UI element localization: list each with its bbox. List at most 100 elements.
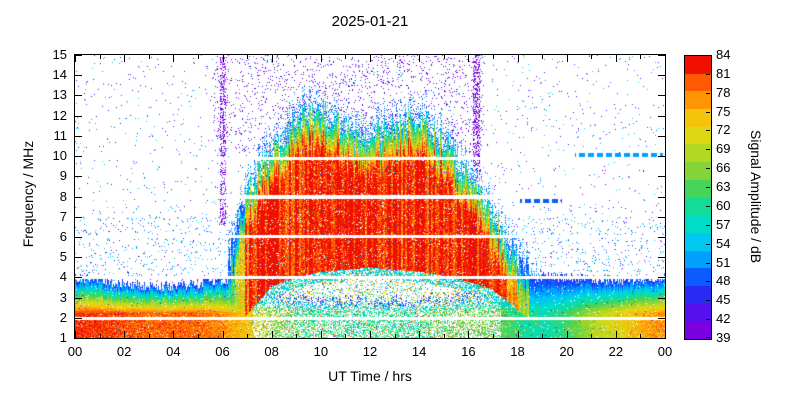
x-tick-label: 00 bbox=[657, 344, 673, 359]
colorbar-tick-mark bbox=[706, 300, 710, 302]
y-tick-mark bbox=[658, 176, 665, 178]
x-tick-mark bbox=[419, 55, 421, 62]
colorbar-segment bbox=[685, 250, 711, 269]
y-tick-label: 10 bbox=[52, 148, 67, 164]
x-tick-mark bbox=[271, 331, 273, 338]
colorbar-tick-mark bbox=[706, 205, 710, 207]
colorbar-tick-mark bbox=[706, 111, 710, 113]
colorbar-tick-label: 42 bbox=[716, 311, 731, 327]
colorbar-segment bbox=[685, 91, 711, 110]
x-minor-tick-mark bbox=[148, 55, 150, 59]
x-tick-mark bbox=[370, 55, 371, 62]
colorbar-tick-label: 81 bbox=[716, 65, 731, 81]
colorbar-tick-mark bbox=[706, 130, 710, 132]
colorbar-tick-label: 45 bbox=[716, 292, 731, 308]
x-tick-label: 12 bbox=[362, 344, 378, 359]
y-tick-mark bbox=[658, 338, 665, 339]
x-tick-mark bbox=[75, 331, 76, 338]
colorbar-tick-mark bbox=[706, 168, 710, 170]
x-tick-mark bbox=[615, 331, 617, 338]
y-tick-label: 2 bbox=[59, 309, 67, 325]
x-minor-tick-mark bbox=[247, 55, 249, 59]
y-axis-label: Frequency / MHz bbox=[20, 140, 36, 248]
y-tick-mark bbox=[75, 297, 82, 299]
y-tick-label: 6 bbox=[59, 228, 67, 244]
x-tick-label: 04 bbox=[166, 344, 181, 359]
colorbar-segment bbox=[685, 303, 711, 322]
colorbar-segment bbox=[685, 179, 711, 198]
colorbar-tick-label: 60 bbox=[716, 197, 731, 213]
colorbar-tick-label: 78 bbox=[716, 84, 731, 100]
x-tick-label: 02 bbox=[116, 344, 132, 359]
x-tick-mark bbox=[173, 55, 175, 62]
x-minor-tick-mark bbox=[345, 55, 347, 59]
x-tick-mark bbox=[222, 55, 224, 62]
chart-title: 2025-01-21 bbox=[331, 13, 409, 30]
y-tick-label: 1 bbox=[59, 330, 67, 345]
x-tick-mark bbox=[370, 331, 371, 338]
colorbar-tick-label: 84 bbox=[716, 47, 731, 62]
x-minor-tick-mark bbox=[148, 334, 150, 338]
y-tick-mark bbox=[658, 216, 665, 218]
y-tick-mark bbox=[658, 156, 665, 158]
x-tick-mark bbox=[124, 55, 126, 62]
y-tick-label: 3 bbox=[59, 289, 67, 305]
colorbar-segment bbox=[685, 109, 711, 127]
colorbar-segment bbox=[685, 268, 711, 286]
x-minor-tick-mark bbox=[394, 334, 396, 338]
colorbar-tick-mark bbox=[706, 337, 710, 338]
colorbar-tick-label: 66 bbox=[716, 160, 731, 176]
colorbar-segment bbox=[685, 56, 711, 74]
x-tick-label: 14 bbox=[411, 344, 427, 359]
y-tick-mark bbox=[75, 338, 82, 339]
y-tick-label: 15 bbox=[52, 47, 67, 62]
y-tick-label: 14 bbox=[52, 67, 67, 83]
y-tick-label: 9 bbox=[59, 168, 67, 184]
x-tick-mark bbox=[517, 55, 519, 62]
colorbar-tick-mark bbox=[706, 262, 710, 264]
y-tick-label: 4 bbox=[59, 269, 67, 285]
colorbar-tick-mark bbox=[706, 92, 710, 94]
y-tick-mark bbox=[658, 75, 665, 77]
x-minor-tick-mark bbox=[492, 55, 494, 59]
x-tick-mark bbox=[173, 331, 175, 338]
colorbar-segment bbox=[685, 197, 711, 216]
x-tick-label: 08 bbox=[264, 344, 279, 359]
x-minor-tick-mark bbox=[296, 334, 298, 338]
colorbar-tick-mark bbox=[706, 73, 710, 75]
y-tick-mark bbox=[658, 236, 665, 238]
x-tick-label: 22 bbox=[608, 344, 624, 359]
x-minor-tick-mark bbox=[640, 55, 642, 59]
colorbar-tick-mark bbox=[706, 243, 710, 245]
x-tick-mark bbox=[566, 55, 568, 62]
colorbar bbox=[684, 55, 712, 340]
x-tick-mark bbox=[615, 55, 617, 62]
y-tick-mark bbox=[658, 196, 665, 198]
y-tick-mark bbox=[658, 115, 665, 117]
colorbar-tick-mark bbox=[706, 149, 710, 151]
x-minor-tick-mark bbox=[591, 334, 593, 338]
y-tick-mark bbox=[658, 317, 665, 319]
spectrogram-canvas bbox=[75, 55, 665, 338]
y-tick-mark bbox=[658, 95, 665, 97]
x-minor-tick-mark bbox=[443, 55, 445, 59]
colorbar-tick-label: 39 bbox=[716, 330, 731, 345]
y-tick-label: 8 bbox=[59, 188, 67, 204]
y-tick-mark bbox=[658, 277, 665, 279]
y-tick-mark bbox=[75, 176, 82, 178]
x-minor-tick-mark bbox=[99, 334, 101, 338]
y-tick-mark bbox=[75, 135, 82, 137]
x-minor-tick-mark bbox=[345, 334, 347, 338]
x-tick-mark bbox=[665, 55, 666, 62]
colorbar-segment bbox=[685, 162, 711, 180]
x-tick-mark bbox=[468, 331, 470, 338]
x-minor-tick-mark bbox=[247, 334, 249, 338]
colorbar-tick-mark bbox=[706, 319, 710, 321]
colorbar-tick-label: 48 bbox=[716, 273, 731, 289]
y-tick-mark bbox=[75, 277, 82, 279]
colorbar-tick-label: 72 bbox=[716, 122, 731, 138]
x-tick-mark bbox=[517, 331, 519, 338]
y-tick-label: 12 bbox=[52, 107, 67, 123]
colorbar-tick-label: 63 bbox=[716, 179, 731, 195]
